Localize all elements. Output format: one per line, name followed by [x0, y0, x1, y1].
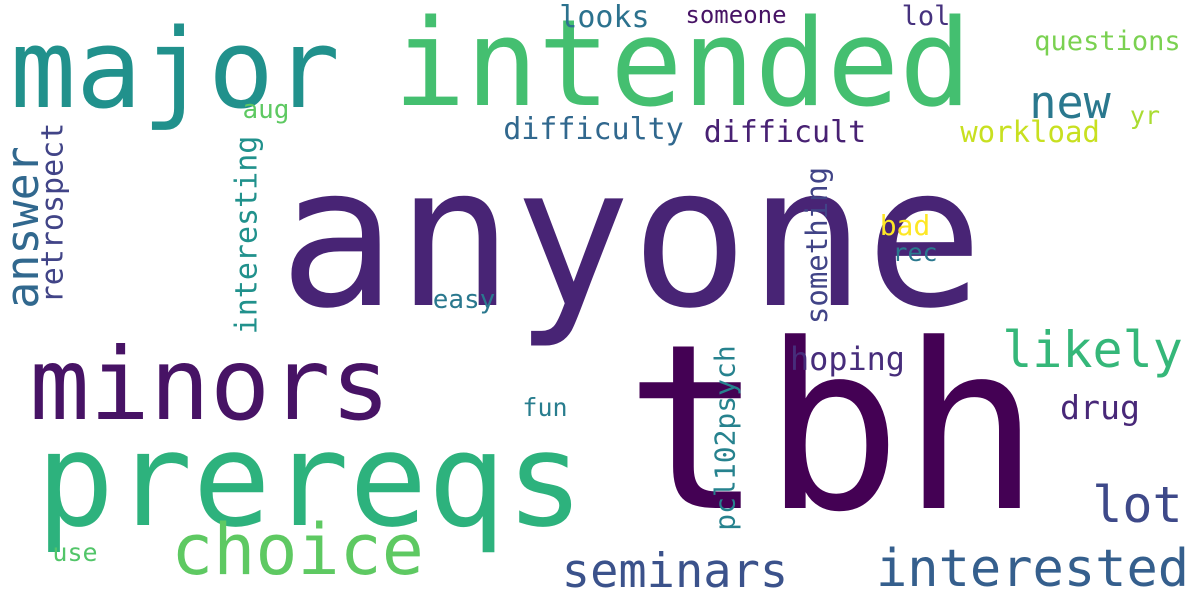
- word-lot: lot: [1092, 476, 1183, 534]
- word-someone: someone: [685, 1, 787, 29]
- word-looks: looks: [559, 0, 650, 35]
- word-interesting: interesting: [229, 135, 265, 335]
- word-use: use: [52, 538, 98, 567]
- word-anyone: anyone: [278, 124, 984, 351]
- word-minors: minors: [29, 326, 391, 443]
- word-aug: aug: [242, 95, 290, 125]
- word-choice: choice: [171, 509, 424, 591]
- word-tbh: tbh: [624, 296, 1041, 563]
- word-drug: drug: [1060, 387, 1140, 427]
- word-bad: bad: [879, 209, 931, 242]
- word-workload: workload: [960, 115, 1100, 149]
- word-prereqs: prereqs: [36, 404, 584, 556]
- word-rec: rec: [892, 238, 938, 267]
- word-questions: questions: [1034, 26, 1181, 57]
- word-retrospect: retrospect: [35, 122, 71, 303]
- word-major: major: [10, 5, 340, 134]
- word-hoping: hoping: [790, 340, 905, 379]
- word-intended: intended: [393, 0, 972, 134]
- word-lol: lol: [901, 1, 951, 32]
- word-difficulty: difficulty: [503, 112, 684, 147]
- word-interested: interested: [876, 539, 1190, 599]
- word-pcl102psych: pcl102psych: [709, 344, 743, 531]
- word-something: something: [799, 166, 834, 324]
- word-yr: yr: [1129, 101, 1160, 130]
- word-likely: likely: [1002, 321, 1183, 379]
- word-seminars: seminars: [561, 544, 789, 599]
- word-easy: easy: [432, 285, 496, 315]
- word-fun: fun: [522, 393, 568, 422]
- word-difficult: difficult: [703, 115, 867, 150]
- word-new: new: [1029, 76, 1111, 129]
